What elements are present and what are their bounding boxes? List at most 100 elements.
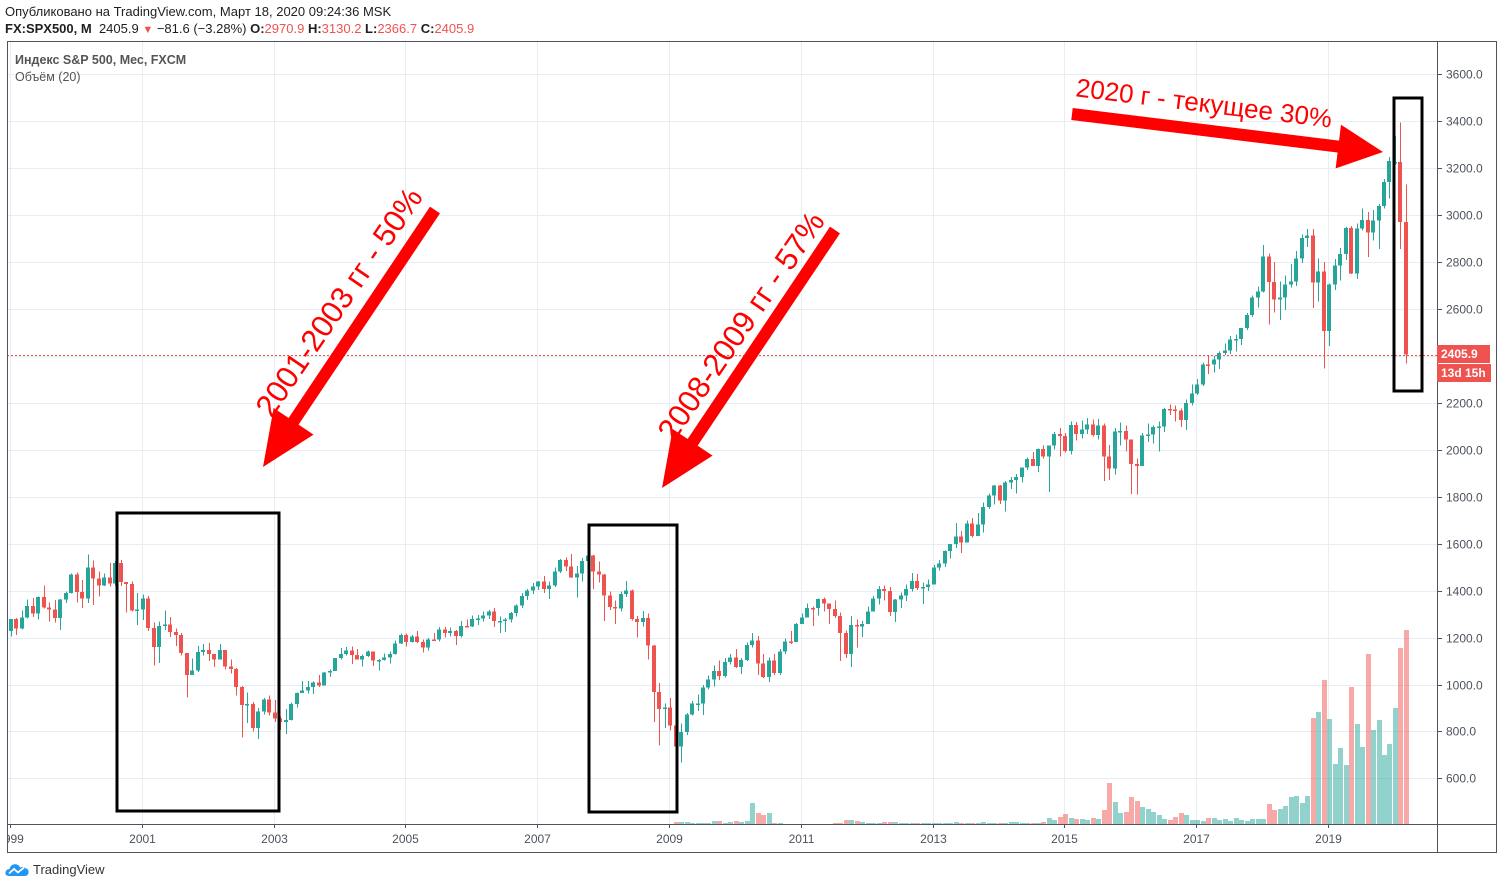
volume-bar	[1179, 813, 1184, 824]
candle	[185, 652, 189, 698]
volume-bar	[1162, 819, 1167, 824]
volume-bar	[778, 823, 783, 824]
candle	[1041, 445, 1045, 459]
volume-bar	[833, 823, 838, 824]
series-legend-title[interactable]: Индекс S&P 500, Мес, FXCM	[15, 53, 187, 67]
annotation-label-2008-2009: 2008-2009 гг - 57%	[650, 205, 831, 447]
candle	[404, 633, 408, 647]
candle	[311, 681, 315, 694]
volume-bar	[1393, 708, 1398, 824]
candle	[218, 643, 222, 660]
candle	[1096, 418, 1100, 440]
candle	[31, 598, 35, 618]
candle	[827, 603, 831, 624]
volume-bar	[860, 822, 865, 824]
candlestick-series	[9, 122, 1408, 763]
candle	[174, 628, 178, 646]
candle	[454, 629, 458, 646]
candle	[580, 558, 584, 582]
volume-bar	[948, 823, 953, 824]
time-axis-label: 2005	[392, 832, 419, 846]
volume-bar	[1316, 712, 1321, 824]
candle	[525, 588, 529, 601]
candle	[262, 697, 266, 715]
candle	[339, 648, 343, 660]
candle	[124, 581, 128, 613]
candle	[844, 630, 848, 658]
candle	[575, 566, 579, 598]
candle	[328, 669, 332, 678]
candle	[130, 581, 134, 612]
candle	[696, 694, 700, 711]
volume-bar	[1091, 818, 1096, 824]
volume-bar	[767, 813, 772, 824]
candle	[223, 650, 227, 670]
candle	[360, 654, 364, 667]
price-axis[interactable]: 3600.0 3400.0 3200.0 3000.0 2800.0 2600.0 2200…	[1437, 68, 1483, 786]
candle	[295, 692, 299, 708]
candle	[459, 621, 463, 638]
volume-bar	[772, 823, 777, 824]
candle	[1151, 425, 1155, 444]
time-axis-label: 2015	[1051, 832, 1078, 846]
volume-bar	[987, 823, 992, 824]
candle	[371, 651, 375, 667]
volume-bar	[1305, 796, 1310, 824]
volume-bar	[937, 823, 942, 824]
candle	[476, 614, 480, 626]
time-axis-label: 2019	[1315, 832, 1342, 846]
candle	[668, 697, 672, 731]
volume-bar	[679, 822, 684, 824]
volume-bar	[1195, 820, 1200, 824]
candle	[1146, 423, 1150, 442]
candle	[553, 567, 557, 587]
volume-series	[674, 630, 1409, 824]
volume-bar	[712, 821, 717, 824]
candle	[487, 609, 491, 619]
volume-bar	[932, 823, 937, 824]
candle	[520, 593, 524, 608]
volume-bar	[1377, 720, 1382, 824]
volume-legend[interactable]: Объём (20)	[15, 70, 81, 84]
volume-bar	[1404, 630, 1409, 824]
box-2020[interactable]	[1392, 96, 1424, 393]
candle	[855, 619, 859, 648]
candle	[652, 645, 656, 723]
volume-bar	[915, 823, 920, 824]
candle	[306, 680, 310, 694]
time-axis-label: 2009	[656, 832, 683, 846]
volume-bar	[750, 803, 755, 824]
price-axis-label: 3600.0	[1446, 68, 1483, 82]
box-2008-2009[interactable]	[587, 523, 679, 814]
candle	[948, 544, 952, 559]
candle	[470, 615, 474, 628]
volume-bar	[717, 821, 722, 824]
candle	[366, 650, 370, 657]
candle	[498, 616, 502, 634]
arrow-2008-2009[interactable]	[662, 226, 840, 488]
candle	[1283, 275, 1287, 311]
candle	[531, 583, 535, 595]
volume-bar	[1041, 822, 1046, 824]
candle	[1140, 432, 1144, 466]
box-2001-2003[interactable]	[115, 511, 281, 813]
arrow-2001-2003[interactable]	[263, 206, 440, 467]
volume-bar	[723, 823, 728, 824]
volume-bar	[866, 823, 871, 824]
arrow-2020[interactable]	[1071, 108, 1383, 169]
candle	[240, 685, 244, 738]
candle	[1377, 203, 1381, 249]
arrow-head-icon	[1335, 124, 1383, 169]
footer-brand: TradingView	[33, 861, 105, 877]
arrow-head-icon	[662, 428, 713, 488]
candle	[679, 723, 683, 763]
volume-bar	[1025, 823, 1030, 824]
candle	[838, 612, 842, 661]
time-axis[interactable]: 1999 2001 2003 2005 2007 2009 2011 2013 2015 2017…	[0, 824, 1342, 846]
candle	[739, 657, 743, 674]
tradingview-logo-link[interactable]: TradingView	[5, 861, 105, 877]
candle	[1080, 420, 1084, 439]
volume-bar	[844, 820, 849, 824]
volume-bar	[1184, 815, 1189, 824]
